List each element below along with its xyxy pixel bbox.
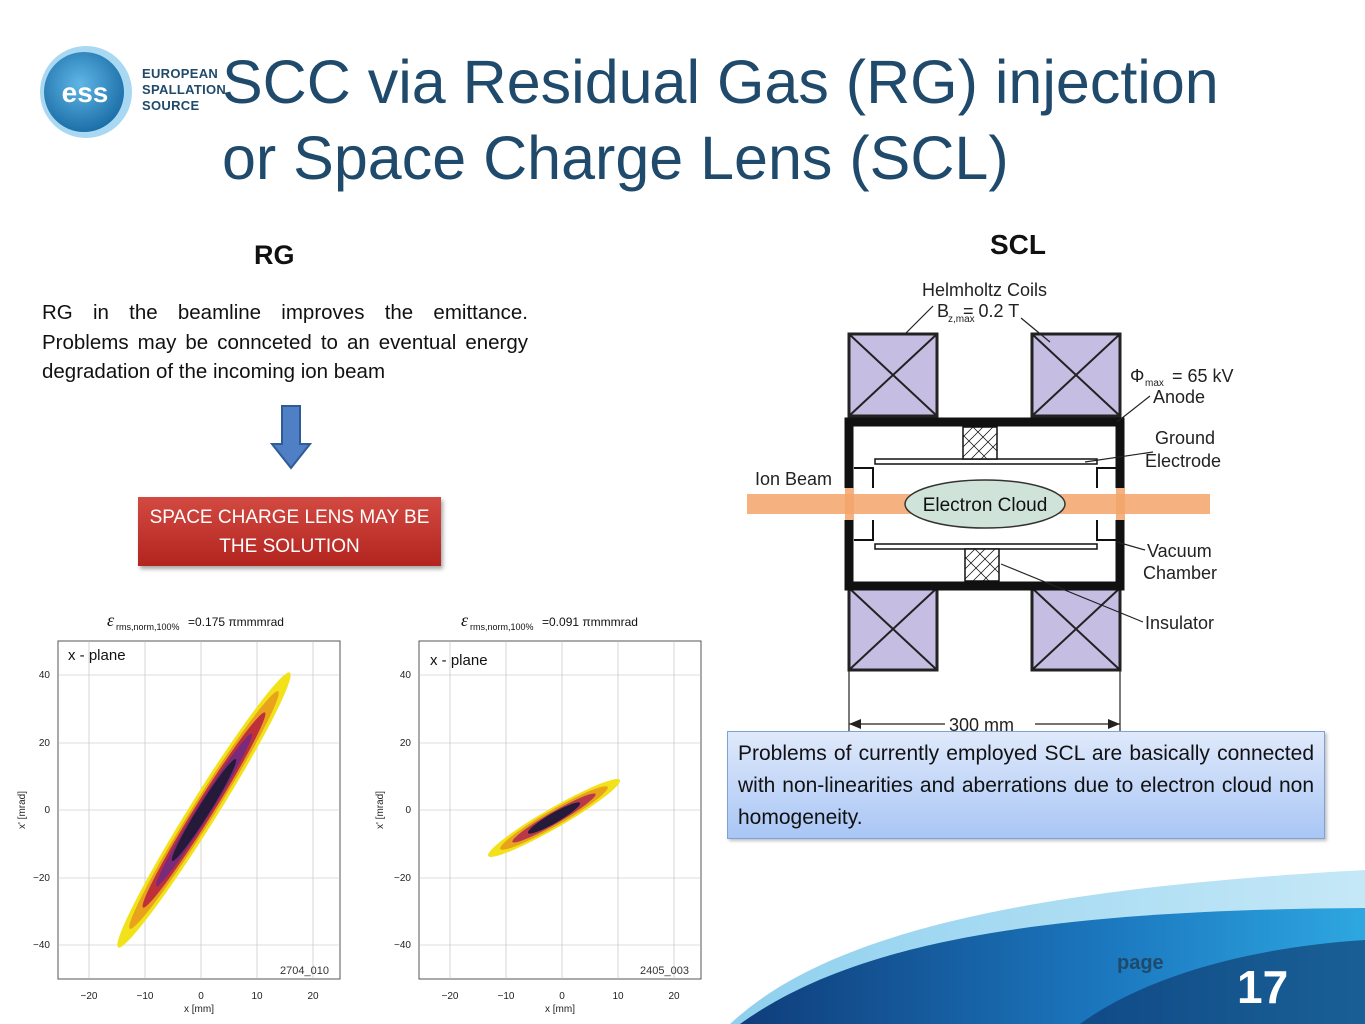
electrode-label: Electrode — [1145, 451, 1221, 471]
y-axis-label: x' [mrad] — [375, 791, 386, 829]
rg-description: RG in the beamline improves the emittanc… — [42, 301, 528, 383]
plane-label: x - plane — [430, 652, 488, 669]
xtick: 0 — [198, 991, 204, 1002]
logo-line-european: EUROPEAN — [142, 66, 219, 81]
ytick: 20 — [39, 738, 51, 749]
slide-title-line2: or Space Charge Lens (SCL) — [222, 124, 1009, 192]
beam-distribution — [487, 779, 621, 857]
beam-distribution — [117, 672, 291, 948]
emittance-subscript: rms,norm,100% — [116, 622, 180, 632]
b-label: B — [937, 301, 949, 321]
xtick: 20 — [668, 991, 680, 1002]
run-id: 2405_003 — [640, 965, 689, 977]
down-arrow-icon — [270, 405, 312, 470]
xtick: −10 — [137, 991, 154, 1002]
logo-badge-text: ess — [62, 77, 109, 108]
xtick: −20 — [442, 991, 459, 1002]
emittance-symbol: ε — [461, 610, 469, 630]
xtick: 10 — [251, 991, 263, 1002]
vacuum-label: Vacuum — [1147, 541, 1212, 561]
xtick: −10 — [498, 991, 515, 1002]
solution-callout: SPACE CHARGE LENS MAY BE THE SOLUTION — [138, 497, 441, 566]
ytick: 0 — [44, 805, 50, 816]
electron-cloud-shape — [904, 479, 1066, 529]
emittance-subscript: rms,norm,100% — [470, 622, 534, 632]
ytick: −40 — [394, 940, 411, 951]
phi-subscript: max — [1145, 378, 1164, 389]
emittance-value: =0.175 πmmmrad — [188, 615, 284, 629]
logo-line-source: SOURCE — [142, 98, 200, 113]
phi-value: = 0.2 T — [963, 301, 1019, 321]
emittance-symbol: ε — [107, 610, 115, 630]
chamber-label: Chamber — [1143, 563, 1217, 583]
xtick: 20 — [307, 991, 319, 1002]
phi-value: = 65 kV — [1172, 366, 1234, 386]
logo-line-spallation: SPALLATION — [142, 82, 227, 97]
scl-problem-note: Problems of currently employed SCL are b… — [727, 731, 1325, 839]
x-axis-label: x [mm] — [545, 1004, 575, 1015]
ytick: 40 — [39, 670, 51, 681]
run-id: 2704_010 — [280, 965, 329, 977]
xtick: −20 — [81, 991, 98, 1002]
slide-title-line1: SCC via Residual Gas (RG) injection — [222, 48, 1219, 116]
electron-cloud-label: Electron Cloud — [923, 495, 1048, 516]
phi-label: Φ — [1130, 366, 1144, 386]
decorative-swoosh — [730, 870, 1365, 1024]
rg-heading: RG — [254, 240, 295, 270]
emittance-value: =0.091 πmmmrad — [542, 615, 638, 629]
ytick: 0 — [405, 805, 411, 816]
insulator-label: Insulator — [1145, 613, 1214, 633]
anode-label: Anode — [1153, 387, 1205, 407]
coils-label: Helmholtz Coils — [922, 280, 1047, 300]
ytick: −20 — [394, 873, 411, 884]
ytick: 40 — [400, 670, 412, 681]
dimension-label: 300 mm — [949, 715, 1014, 735]
ess-logo-mark: ess — [40, 46, 132, 138]
ytick: −20 — [33, 873, 50, 884]
phase-space-plot-before: ε rms,norm,100% =0.175 πmmmrad x - plane… — [17, 610, 341, 1015]
scl-heading: SCL — [990, 229, 1046, 260]
ytick: −40 — [33, 940, 50, 951]
space-charge-lens-diagram: Electron Cloud Helmholtz Coils B = 0.2 T… — [747, 280, 1234, 735]
ess-logo: ess EUROPEAN SPALLATION SOURCE — [38, 42, 228, 142]
b-subscript: z,max — [948, 314, 975, 325]
y-axis-label: x' [mrad] — [17, 791, 28, 829]
xtick: 0 — [559, 991, 565, 1002]
phase-space-plot-after: ε rms,norm,100% =0.091 πmmmrad x - plane… — [375, 610, 702, 1015]
page-label: page — [1117, 952, 1164, 974]
ground-label: Ground — [1155, 428, 1215, 448]
plane-label: x - plane — [68, 647, 126, 664]
page-number: 17 — [1237, 961, 1289, 1013]
xtick: 10 — [612, 991, 624, 1002]
x-axis-label: x [mm] — [184, 1004, 214, 1015]
ytick: 20 — [400, 738, 412, 749]
ion-beam-label: Ion Beam — [755, 469, 832, 489]
